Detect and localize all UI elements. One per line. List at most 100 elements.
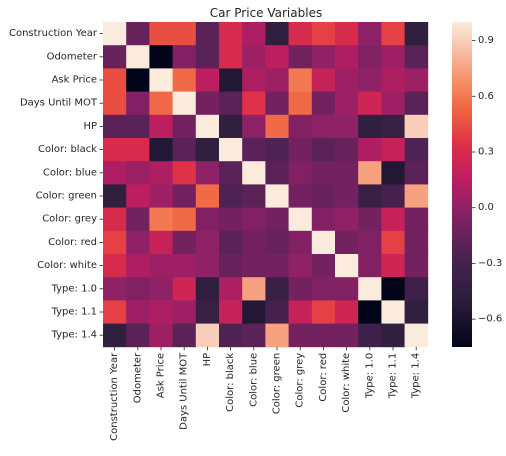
y-tick-label: Odometer (47, 51, 98, 62)
heatmap-cell-4-9 (311, 114, 336, 139)
heatmap-cell-1-6 (242, 45, 266, 69)
heatmap-cell-2-1 (126, 68, 150, 92)
x-tick-label: Color: black (225, 353, 236, 412)
heatmap-cell-0-13 (404, 22, 429, 46)
heatmap-cell-1-10 (335, 45, 359, 69)
y-tick-label: Ask Price (52, 75, 97, 86)
heatmap-cell-12-11 (358, 300, 382, 324)
x-tick-label: Type: 1.4 (411, 353, 422, 399)
heatmap-cell-2-13 (404, 68, 429, 92)
heatmap-cell-13-0 (103, 323, 127, 348)
heatmap-cell-8-2 (149, 207, 173, 232)
heatmap-cell-12-10 (335, 300, 359, 324)
heatmap-cell-5-3 (172, 138, 197, 162)
heatmap-cell-13-8 (288, 323, 313, 348)
heatmap-cell-12-2 (149, 300, 173, 324)
heatmap-cell-7-2 (149, 184, 173, 208)
heatmap-cell-6-7 (265, 161, 289, 185)
heatmap-cell-3-6 (242, 91, 266, 116)
heatmap-cell-6-6 (242, 161, 266, 185)
heatmap-cell-0-6 (242, 22, 266, 46)
heatmap-cell-1-1 (126, 45, 150, 69)
heatmap-cell-10-4 (195, 254, 220, 278)
heatmap-cell-2-3 (172, 68, 197, 92)
heatmap-cell-4-4 (195, 114, 220, 139)
heatmap-cell-7-4 (195, 184, 220, 208)
heatmap-cell-0-7 (265, 22, 289, 46)
heatmap-cell-6-13 (404, 161, 429, 185)
heatmap-cell-11-0 (103, 277, 127, 301)
heatmap-cell-3-7 (265, 91, 289, 116)
y-tick-label: Type: 1.1 (51, 307, 97, 318)
heatmap-cell-2-5 (219, 68, 243, 92)
heatmap-cell-5-2 (149, 138, 173, 162)
heatmap-cell-2-4 (195, 68, 220, 92)
heatmap-cell-10-7 (265, 254, 289, 278)
heatmap-cell-0-5 (219, 22, 243, 46)
heatmap-cell-6-12 (381, 161, 405, 185)
heatmap-cell-13-6 (242, 323, 266, 348)
heatmap-cell-8-11 (358, 207, 382, 232)
heatmap-cell-9-7 (265, 230, 289, 255)
y-tick-label: Color: green (36, 191, 97, 202)
x-tick-label: Construction Year (109, 352, 120, 441)
y-tick-label: HP (83, 121, 97, 132)
heatmap-cell-8-8 (288, 207, 313, 232)
heatmap-cell-12-1 (126, 300, 150, 324)
heatmap-cell-11-10 (335, 277, 359, 301)
heatmap-cell-3-10 (335, 91, 359, 116)
heatmap-cell-2-10 (335, 68, 359, 92)
colorbar-tick-label: −0.6 (478, 314, 502, 325)
x-axis-tick-labels: Construction Year Odometer Ask Price Days U… (109, 346, 422, 441)
heatmap-cell-11-12 (381, 277, 405, 301)
heatmap-cell-7-1 (126, 184, 150, 208)
y-tick-label: Color: grey (42, 214, 97, 225)
heatmap-cell-7-3 (172, 184, 197, 208)
heatmap-cell-2-11 (358, 68, 382, 92)
heatmap-cell-11-13 (404, 277, 429, 301)
heatmap-cell-11-2 (149, 277, 173, 301)
y-tick-label: Color: blue (43, 167, 97, 178)
heatmap-cell-4-12 (381, 114, 405, 139)
heatmap-cell-10-0 (103, 254, 127, 278)
heatmap-cell-0-9 (311, 22, 336, 46)
heatmap-cell-1-7 (265, 45, 289, 69)
heatmap-cell-11-9 (311, 277, 336, 301)
x-tick-label: Color: white (341, 353, 352, 413)
heatmap-cell-8-7 (265, 207, 289, 232)
heatmap-cell-4-6 (242, 114, 266, 139)
heatmap-cell-5-13 (404, 138, 429, 162)
heatmap-cell-10-8 (288, 254, 313, 278)
heatmap-cell-1-8 (288, 45, 313, 69)
heatmap-cell-8-5 (219, 207, 243, 232)
heatmap-cell-3-9 (311, 91, 336, 116)
heatmap-cell-11-4 (195, 277, 220, 301)
x-tick-label: Color: red (318, 353, 329, 402)
heatmap-cell-13-11 (358, 323, 382, 348)
heatmap-cell-9-2 (149, 230, 173, 255)
y-tick-label: Color: red (48, 237, 97, 248)
heatmap-cell-13-1 (126, 323, 150, 348)
heatmap-cell-3-3 (172, 91, 197, 116)
heatmap-cell-9-6 (242, 230, 266, 255)
x-tick-label: Color: green (272, 353, 283, 414)
heatmap-cell-12-4 (195, 300, 220, 324)
heatmap-cell-11-3 (172, 277, 197, 301)
heatmap-cell-11-6 (242, 277, 266, 301)
heatmap-cell-8-13 (404, 207, 429, 232)
colorbar-tick-label: 0.6 (478, 91, 494, 102)
heatmap-cell-13-12 (381, 323, 405, 348)
heatmap-cell-7-11 (358, 184, 382, 208)
y-tick-label: Type: 1.4 (51, 330, 97, 341)
heatmap-cell-6-10 (335, 161, 359, 185)
heatmap-cell-2-9 (311, 68, 336, 92)
heatmap-cell-5-7 (265, 138, 289, 162)
x-tick-label: Days Until MOT (179, 352, 190, 430)
heatmap-cell-11-11 (358, 277, 382, 301)
heatmap-cell-9-3 (172, 230, 197, 255)
heatmap-cell-0-1 (126, 22, 150, 46)
heatmap-cell-3-8 (288, 91, 313, 116)
heatmap-cell-6-8 (288, 161, 313, 185)
